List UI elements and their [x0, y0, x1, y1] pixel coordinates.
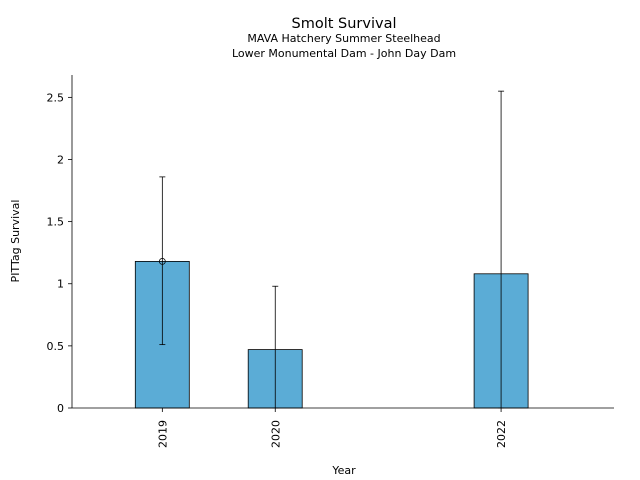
y-tick-label: 0: [57, 402, 64, 415]
chart-subtitle-line-1: MAVA Hatchery Summer Steelhead: [247, 32, 440, 45]
y-tick-label: 1: [57, 278, 64, 291]
chart-title: Smolt Survival: [292, 16, 397, 32]
x-axis-label: Year: [331, 464, 356, 477]
chart-subtitle-line-2: Lower Monumental Dam - John Day Dam: [232, 47, 456, 60]
x-tick-label: 2019: [156, 420, 169, 448]
y-axis-label: PITTag Survival: [9, 200, 22, 283]
x-tick-label: 2022: [495, 420, 508, 448]
y-tick-label: 1.5: [47, 216, 65, 229]
plot-area: 0 0.5 1 1.5 2 2.5 2019 2020 2022: [47, 75, 614, 448]
y-tick-label: 2.5: [47, 91, 65, 104]
x-tick-label: 2020: [269, 420, 282, 448]
point-marker-2019: [158, 257, 166, 265]
y-tick-label: 0.5: [47, 340, 65, 353]
y-tick-label: 2: [57, 153, 64, 166]
